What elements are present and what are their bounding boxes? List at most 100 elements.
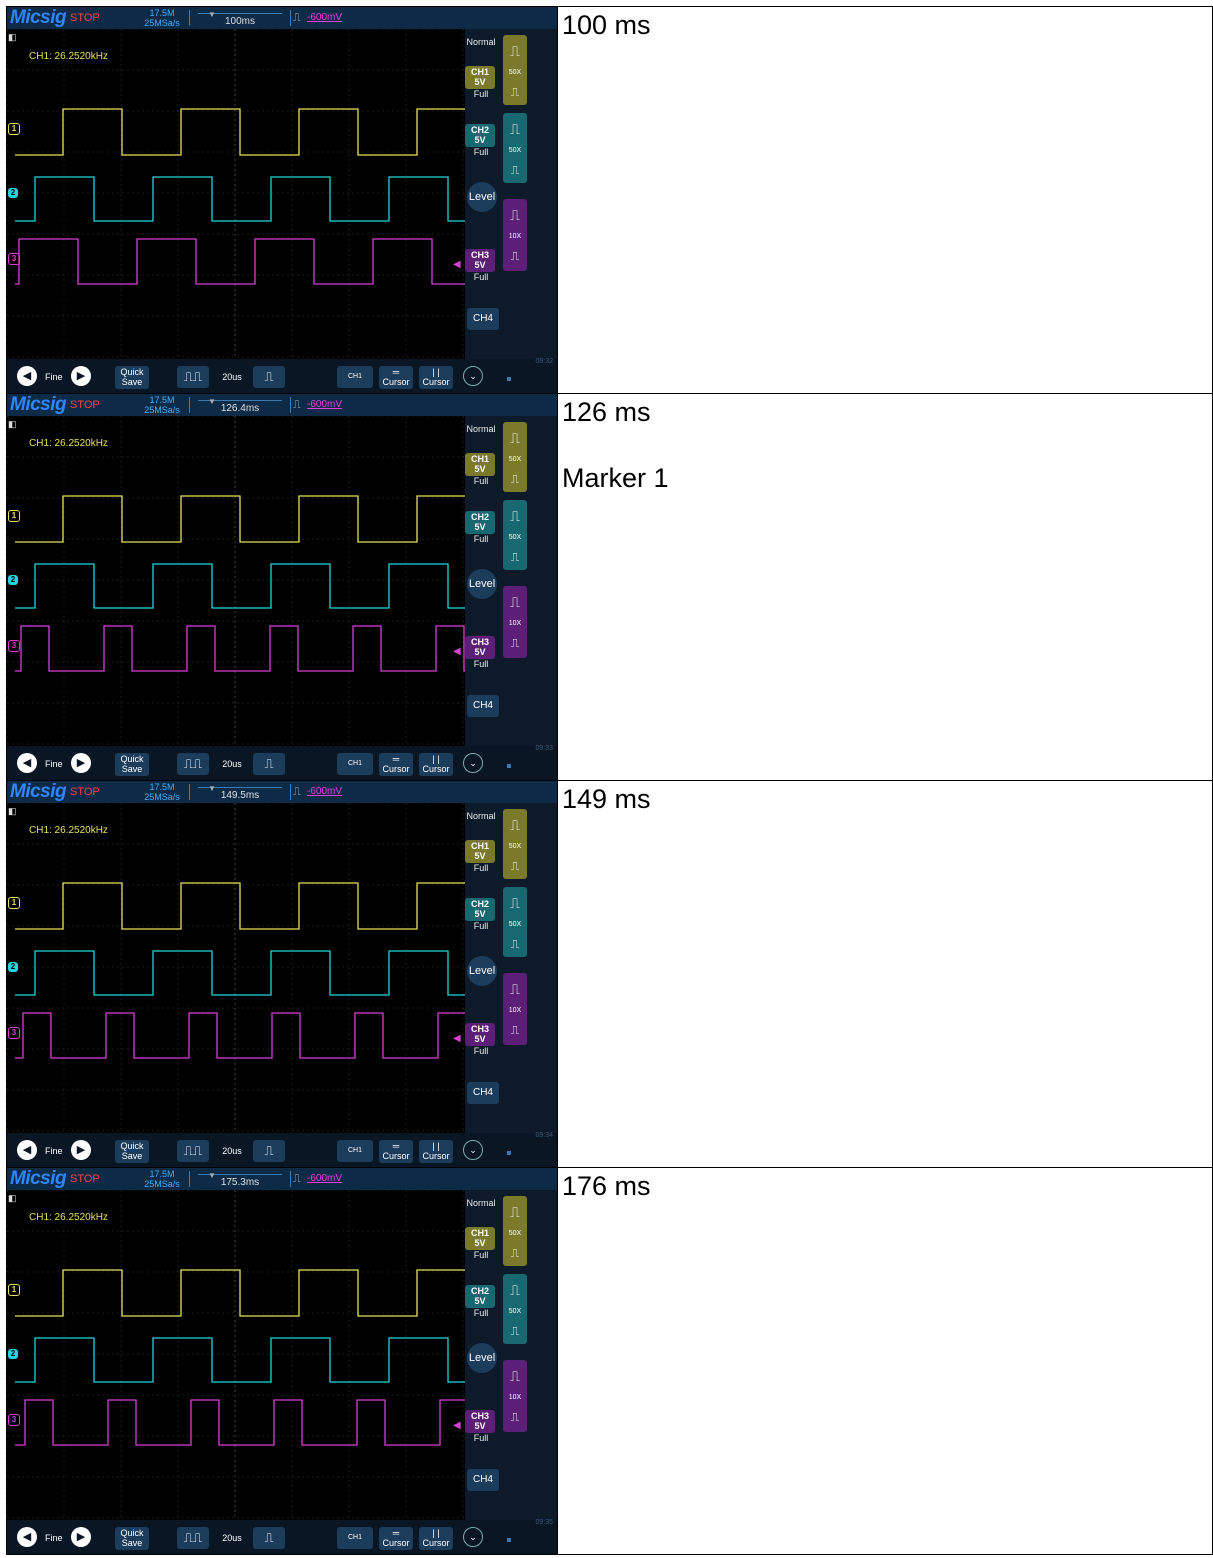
timebase-value[interactable]: 20us: [222, 372, 242, 382]
ch3-probe-strip[interactable]: ⎍ 10X ⎍: [503, 199, 527, 271]
quick-save-button[interactable]: Quick Save: [115, 366, 149, 389]
timebase-decrease-icon[interactable]: ⎍⎍: [177, 753, 209, 775]
waveform-plot[interactable]: ◧ CH1: 26.2520kHz 1 2 3: [7, 1190, 465, 1520]
menu-icon[interactable]: ◧: [8, 1193, 17, 1203]
trigger-level[interactable]: -600mV: [307, 12, 343, 23]
ch3-marker[interactable]: 3: [8, 1414, 20, 1426]
trigger-edge-icon[interactable]: ⎍: [293, 399, 301, 411]
ch2-button[interactable]: CH2 5V: [465, 898, 495, 921]
sample-info[interactable]: 17.5M 25MSa/s: [131, 8, 193, 28]
trigger-level[interactable]: -600mV: [307, 786, 343, 797]
trigger-position-box[interactable]: ▼ 175.3ms: [189, 1171, 291, 1188]
ch2-probe-strip[interactable]: ⎍ 50X ⎍: [503, 1274, 527, 1344]
channel-select-button[interactable]: CH1: [337, 1527, 373, 1549]
ch2-marker[interactable]: 2: [8, 962, 18, 972]
ch1-marker[interactable]: 1: [8, 510, 20, 522]
ch3-probe-strip[interactable]: ⎍ 10X ⎍: [503, 1360, 527, 1432]
level-button[interactable]: Level: [467, 182, 497, 212]
trigger-mode[interactable]: Normal: [466, 1198, 496, 1208]
ch1-button[interactable]: CH1 5V: [465, 1227, 495, 1250]
fine-label[interactable]: Fine: [45, 759, 63, 769]
horizontal-cursor-button[interactable]: ═ Cursor: [379, 753, 413, 776]
prev-arrow-icon[interactable]: ◀: [17, 366, 37, 386]
fine-label[interactable]: Fine: [45, 1533, 63, 1543]
timebase-increase-icon[interactable]: ⎍: [253, 1140, 285, 1162]
ch3-button[interactable]: CH3 5V: [465, 249, 495, 272]
ch2-probe-strip[interactable]: ⎍ 50X ⎍: [503, 500, 527, 570]
expand-down-icon[interactable]: ⌄: [463, 366, 483, 386]
waveform-plot[interactable]: ◧ CH1: 26.2520kHz 1 2 3: [7, 29, 465, 359]
trigger-mode[interactable]: Normal: [466, 37, 496, 47]
vertical-cursor-button[interactable]: | | Cursor: [419, 753, 453, 776]
next-arrow-icon[interactable]: ▶: [71, 1140, 91, 1160]
quick-save-button[interactable]: Quick Save: [115, 1527, 149, 1550]
ch2-button[interactable]: CH2 5V: [465, 124, 495, 147]
ch1-button[interactable]: CH1 5V: [465, 453, 495, 476]
next-arrow-icon[interactable]: ▶: [71, 366, 91, 386]
ch2-button[interactable]: CH2 5V: [465, 1285, 495, 1308]
timebase-decrease-icon[interactable]: ⎍⎍: [177, 366, 209, 388]
ch1-probe-strip[interactable]: ⎍ 50X ⎍: [503, 422, 527, 492]
ch3-button[interactable]: CH3 5V: [465, 636, 495, 659]
level-button[interactable]: Level: [467, 956, 497, 986]
trigger-mode[interactable]: Normal: [466, 811, 496, 821]
run-state[interactable]: STOP: [70, 12, 100, 24]
prev-arrow-icon[interactable]: ◀: [17, 1140, 37, 1160]
trigger-level-arrow-icon[interactable]: ◀: [453, 1033, 461, 1044]
ch1-button[interactable]: CH1 5V: [465, 66, 495, 89]
fine-label[interactable]: Fine: [45, 372, 63, 382]
horizontal-cursor-button[interactable]: ═ Cursor: [379, 1527, 413, 1550]
ch1-marker[interactable]: 1: [8, 1284, 20, 1296]
horizontal-cursor-button[interactable]: ═ Cursor: [379, 1140, 413, 1163]
ch3-marker[interactable]: 3: [8, 640, 20, 652]
trigger-level-arrow-icon[interactable]: ◀: [453, 259, 461, 270]
channel-select-button[interactable]: CH1: [337, 366, 373, 388]
ch1-probe-strip[interactable]: ⎍ 50X ⎍: [503, 1196, 527, 1266]
ch4-button[interactable]: CH4: [467, 1082, 499, 1104]
timebase-value[interactable]: 20us: [222, 1146, 242, 1156]
menu-icon[interactable]: ◧: [8, 419, 17, 429]
timebase-decrease-icon[interactable]: ⎍⎍: [177, 1140, 209, 1162]
timebase-value[interactable]: 20us: [222, 759, 242, 769]
run-state[interactable]: STOP: [70, 399, 100, 411]
sample-info[interactable]: 17.5M 25MSa/s: [131, 1169, 193, 1189]
ch3-marker[interactable]: 3: [8, 253, 20, 265]
vertical-cursor-button[interactable]: | | Cursor: [419, 366, 453, 389]
ch3-probe-strip[interactable]: ⎍ 10X ⎍: [503, 973, 527, 1045]
run-state[interactable]: STOP: [70, 786, 100, 798]
ch1-button[interactable]: CH1 5V: [465, 840, 495, 863]
ch1-probe-strip[interactable]: ⎍ 50X ⎍: [503, 35, 527, 105]
next-arrow-icon[interactable]: ▶: [71, 753, 91, 773]
timebase-decrease-icon[interactable]: ⎍⎍: [177, 1527, 209, 1549]
ch4-button[interactable]: CH4: [467, 1469, 499, 1491]
ch1-marker[interactable]: 1: [8, 897, 20, 909]
trigger-level[interactable]: -600mV: [307, 399, 343, 410]
ch2-probe-strip[interactable]: ⎍ 50X ⎍: [503, 887, 527, 957]
ch1-marker[interactable]: 1: [8, 123, 20, 135]
prev-arrow-icon[interactable]: ◀: [17, 753, 37, 773]
trigger-level[interactable]: -600mV: [307, 1173, 343, 1184]
ch3-probe-strip[interactable]: ⎍ 10X ⎍: [503, 586, 527, 658]
ch3-button[interactable]: CH3 5V: [465, 1410, 495, 1433]
fine-label[interactable]: Fine: [45, 1146, 63, 1156]
level-button[interactable]: Level: [467, 1343, 497, 1373]
expand-down-icon[interactable]: ⌄: [463, 1140, 483, 1160]
expand-down-icon[interactable]: ⌄: [463, 753, 483, 773]
channel-select-button[interactable]: CH1: [337, 1140, 373, 1162]
ch1-probe-strip[interactable]: ⎍ 50X ⎍: [503, 809, 527, 879]
trigger-position-box[interactable]: ▼ 149.5ms: [189, 784, 291, 801]
ch2-probe-strip[interactable]: ⎍ 50X ⎍: [503, 113, 527, 183]
ch2-marker[interactable]: 2: [8, 575, 18, 585]
quick-save-button[interactable]: Quick Save: [115, 753, 149, 776]
quick-save-button[interactable]: Quick Save: [115, 1140, 149, 1163]
timebase-increase-icon[interactable]: ⎍: [253, 753, 285, 775]
ch3-button[interactable]: CH3 5V: [465, 1023, 495, 1046]
trigger-mode[interactable]: Normal: [466, 424, 496, 434]
sample-info[interactable]: 17.5M 25MSa/s: [131, 395, 193, 415]
timebase-value[interactable]: 20us: [222, 1533, 242, 1543]
trigger-position-box[interactable]: ▼ 126.4ms: [189, 397, 291, 414]
trigger-level-arrow-icon[interactable]: ◀: [453, 1420, 461, 1431]
waveform-plot[interactable]: ◧ CH1: 26.2520kHz 1 2 3: [7, 803, 465, 1133]
ch2-marker[interactable]: 2: [8, 188, 18, 198]
ch3-marker[interactable]: 3: [8, 1027, 20, 1039]
